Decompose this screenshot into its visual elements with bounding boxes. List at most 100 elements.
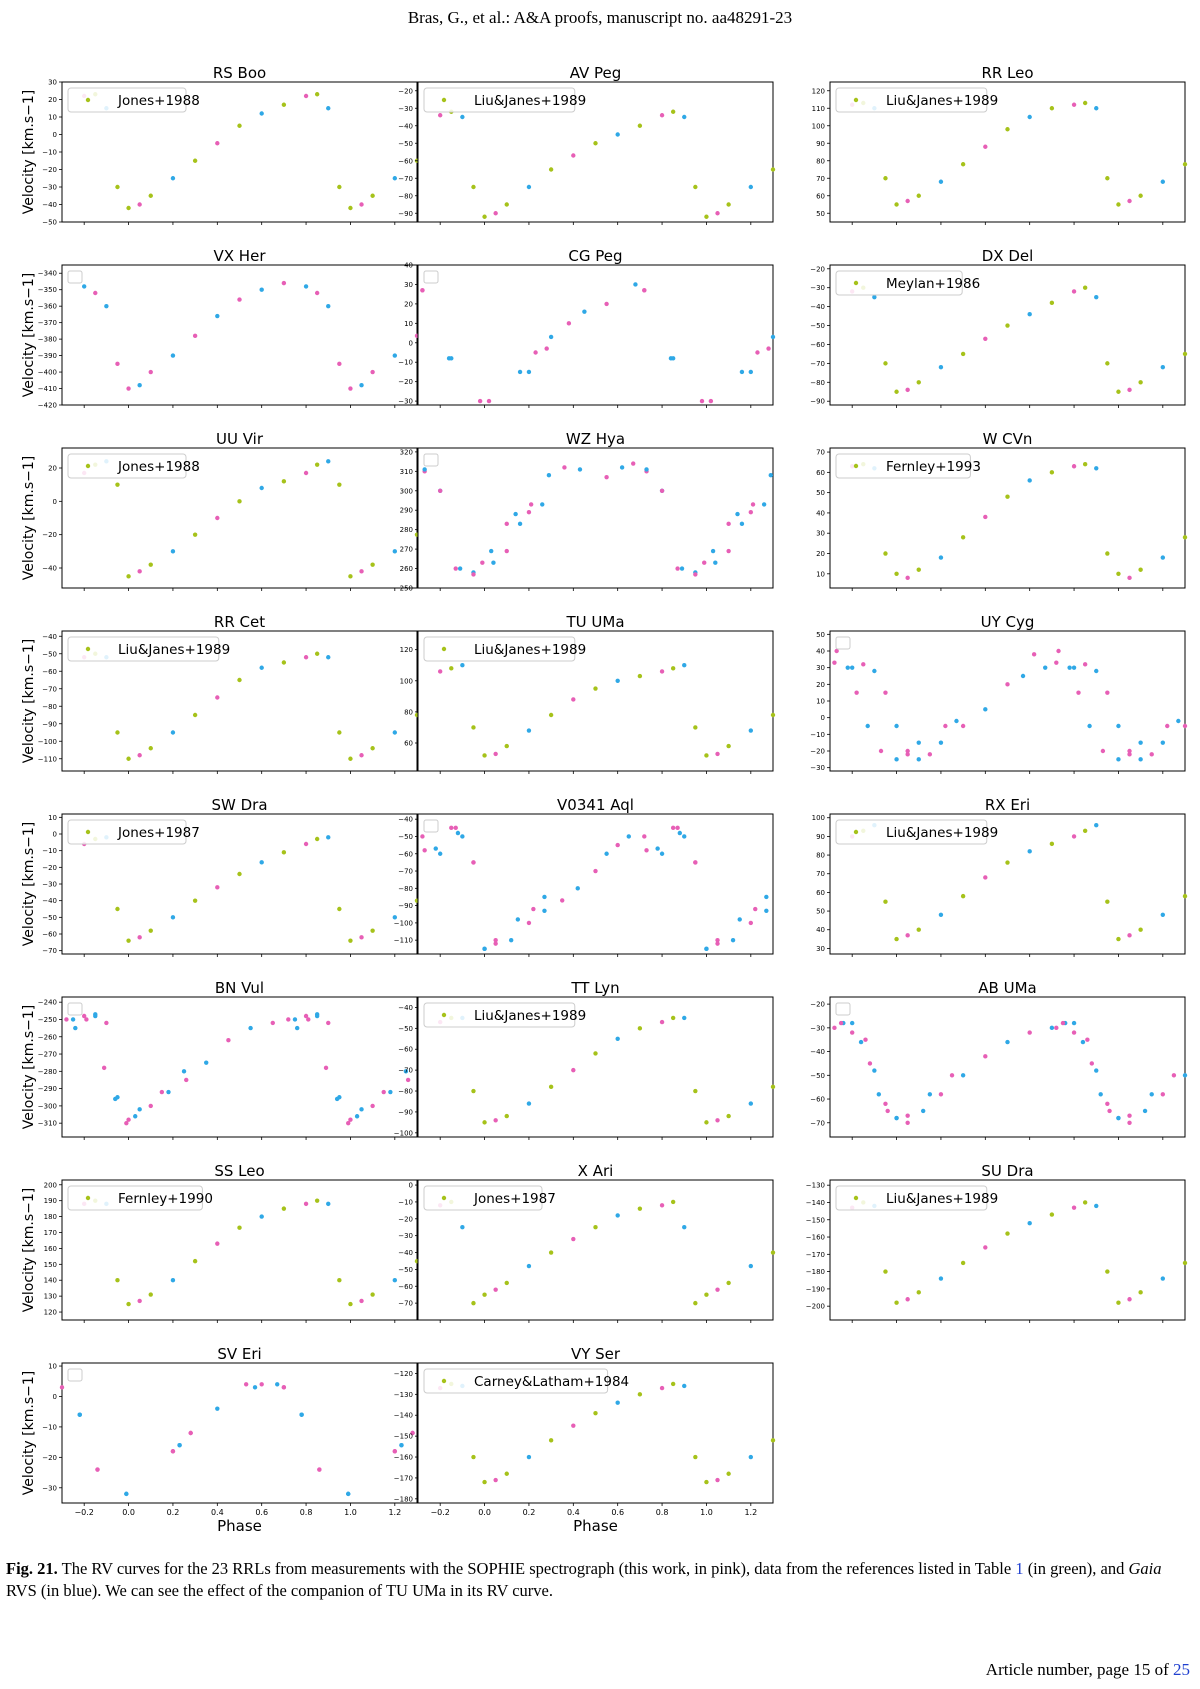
data-point-sophie [905,752,910,757]
data-point-sophie [949,1073,955,1078]
data-point-gaia [1182,1073,1188,1078]
data-point-sophie [1127,1113,1132,1118]
data-point-ref [1005,860,1010,865]
data-point-sophie [215,885,220,890]
data-point-gaia [713,560,718,565]
y-tick-label: −30 [398,105,413,113]
data-point-sophie [370,1103,375,1109]
data-point-gaia [615,132,620,137]
data-point-sophie [359,569,364,574]
legend-box-empty [423,453,439,467]
legend-marker [853,463,859,469]
data-point-sophie [983,1245,988,1250]
panel-uy-cyg: UY Cyg −30 −20 −10 0 10 20 30 40 50 [810,613,1188,774]
y-tick-label: −40 [810,303,825,311]
y-tick-label: −50 [398,833,413,841]
y-tick-label: −110 [394,937,413,945]
data-point-ref [1049,470,1055,475]
plot-frame [829,630,1186,772]
y-tick-label: −80 [398,192,413,200]
y-tick-label: −190 [806,1285,825,1293]
data-point-ref [504,743,509,749]
data-point-ref [348,938,353,943]
data-point-gaia [604,851,609,856]
data-point-gaia [677,830,683,836]
y-tick-label: −250 [38,1016,57,1024]
panel-title: SV Eri [217,1345,261,1363]
data-point-ref [115,482,120,487]
data-point-gaia [124,1491,129,1497]
y-tick-label: 50 [816,489,825,497]
data-point-sophie [726,521,731,527]
y-tick-label: −110 [38,755,57,763]
panel-title: RR Leo [981,64,1033,82]
data-point-ref [593,1051,598,1056]
panel-ss-leo: SS Leo 120 130 140 150 160 170 180 190 200 Fernley… [21,1162,420,1323]
table-ref-link[interactable]: 1 [1015,1559,1024,1578]
data-point-sophie [659,488,665,493]
data-point-sophie [437,669,443,674]
data-point-gaia [748,184,754,190]
data-point-sophie [1027,1030,1032,1035]
data-point-gaia [346,1491,351,1497]
data-point-gaia [508,937,514,943]
data-point-gaia [737,917,742,922]
footer-total-pages[interactable]: 25 [1173,1660,1190,1679]
y-tick-label: 10 [48,114,57,122]
y-tick-label: −200 [806,1303,825,1311]
y-tick-label: 310 [400,468,413,476]
data-point-gaia [1094,466,1099,471]
data-point-ref [548,1250,554,1255]
y-tick-label: 50 [816,631,825,639]
data-point-ref [482,1120,487,1125]
legend-text: Fernley+1993 [886,459,981,475]
data-point-sophie [453,566,458,571]
data-point-ref [370,562,375,567]
y-tick-label: −160 [806,1234,825,1242]
y-tick-label: −10 [810,731,825,739]
data-point-gaia [326,835,331,840]
panel-cg-peg: CG Peg −30 −20 −10 0 10 20 30 40 [398,247,776,408]
data-point-ref [281,660,287,665]
y-tick-label: −140 [806,1199,825,1207]
data-point-gaia [1027,311,1032,317]
y-tick-label: −90 [398,210,413,218]
data-point-gaia [938,740,944,745]
panel-v0341-aql: V0341 Aql −110 −100 −90 −80 −70 −60 −50 −40 [394,796,774,957]
data-point-gaia [215,1406,220,1411]
panel-su-dra: SU Dra −200 −190 −180 −170 −160 −150 −140 −130 Li… [806,1162,1188,1323]
data-point-ref [894,936,899,942]
y-tick-label: −310 [38,1120,57,1128]
x-tick-label: 0.2 [167,1508,180,1517]
legend-box [423,636,576,662]
data-point-sophie [983,1054,988,1059]
y-tick-label: −420 [38,402,57,410]
y-tick-label: 0 [409,339,413,347]
data-point-sophie [1071,1030,1077,1035]
legend-text: Carney&Latham+1984 [474,1374,629,1390]
legend-text: Fernley+1990 [118,1191,213,1207]
data-point-ref [693,1088,698,1094]
data-point-sophie [437,488,443,493]
legend-marker [853,829,859,835]
data-point-sophie [437,113,443,118]
data-point-gaia [739,521,745,527]
data-point-sophie [480,560,485,565]
data-point-ref [237,871,242,877]
data-point-sophie [1100,748,1106,754]
footer-text: Article number, page 15 of [985,1660,1173,1679]
data-point-gaia [748,1454,754,1460]
data-point-sophie [571,1236,576,1242]
y-tick-label: −410 [38,385,57,393]
y-tick-label: −10 [42,847,57,855]
data-point-ref [1049,1212,1055,1217]
data-point-gaia [392,730,398,735]
data-point-ref [1049,300,1055,306]
y-tick-label: 190 [44,1197,57,1205]
y-tick-label: 200 [44,1181,57,1189]
data-point-ref [1116,936,1121,942]
caption-text-b: (in green), and [1023,1559,1129,1578]
legend-text: Jones+1988 [117,93,200,109]
panel-title: VX Her [214,247,267,265]
y-tick-label: −60 [810,341,825,349]
